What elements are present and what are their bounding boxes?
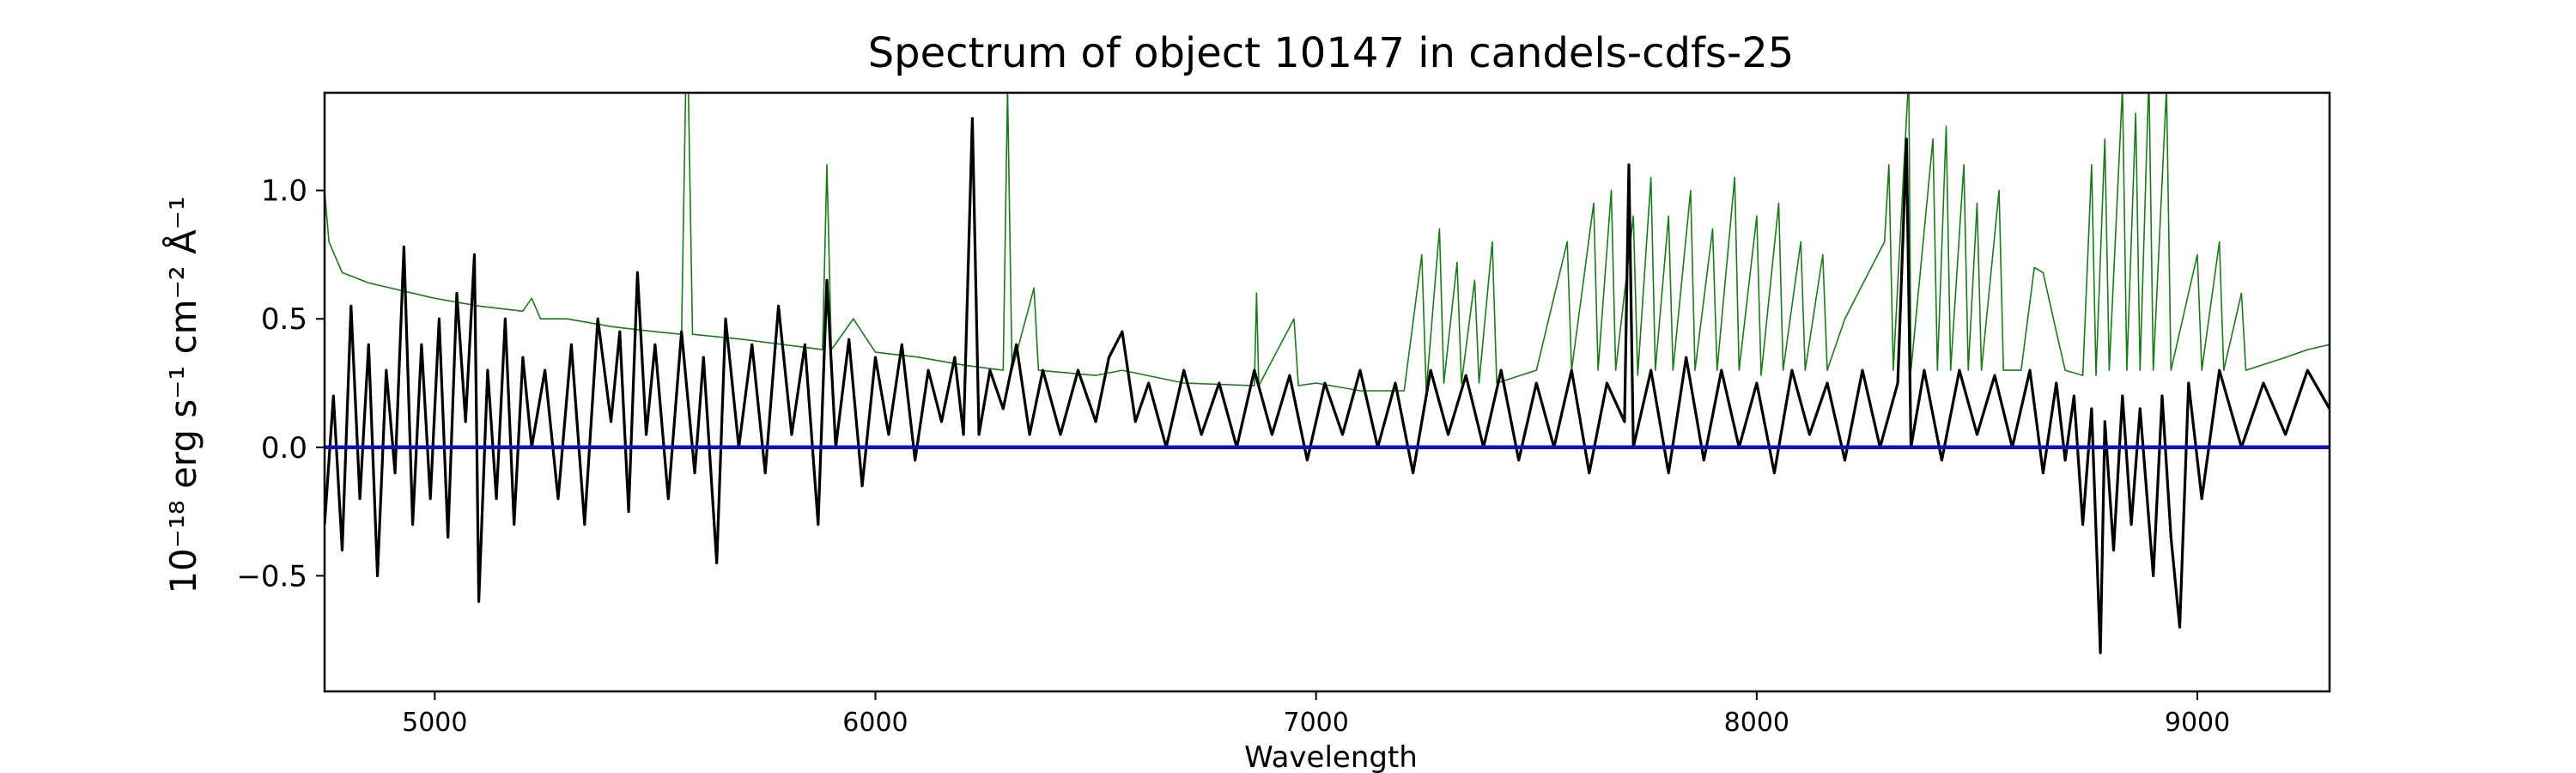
- x-tick-label: 9000: [2165, 708, 2230, 738]
- x-axis-label: Wavelength: [1244, 740, 1418, 773]
- y-tick-label: 0.0: [261, 431, 307, 466]
- x-tick-label: 5000: [402, 708, 467, 738]
- x-tick-label: 7000: [1283, 708, 1348, 738]
- x-tick-label: 8000: [1724, 708, 1789, 738]
- y-tick-label: −0.5: [236, 559, 307, 593]
- x-tick-label: 6000: [842, 708, 908, 738]
- plot-frame: [323, 91, 2331, 693]
- series-line-0: [325, 93, 2330, 392]
- tick-layer: 5000 6000 7000 8000 9000 −0.5 0.0 0.5 1.0: [236, 174, 2230, 738]
- y-tick-label: 1.0: [261, 174, 307, 209]
- series-layer: [325, 93, 2330, 654]
- chart-title: Spectrum of object 10147 in candels-cdfs…: [868, 29, 1795, 77]
- series-line-1: [325, 117, 2330, 654]
- y-axis-label: 10⁻¹⁸ erg s⁻¹ cm⁻² Å⁻¹: [161, 196, 204, 593]
- y-tick-label: 0.5: [261, 302, 307, 337]
